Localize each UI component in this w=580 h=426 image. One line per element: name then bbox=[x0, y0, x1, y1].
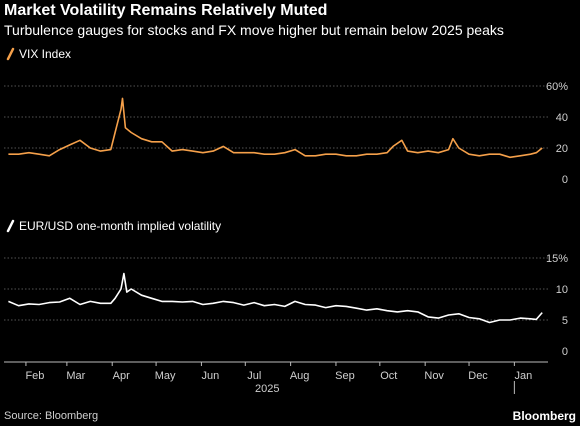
brand-logo-text: Bloomberg bbox=[512, 409, 576, 423]
x-tick-label: Jun bbox=[202, 370, 220, 382]
x-tick-label: Mar bbox=[66, 370, 85, 382]
chart-title: Market Volatility Remains Relatively Mut… bbox=[4, 2, 328, 19]
x-tick-label: Dec bbox=[468, 370, 488, 382]
vix-series-line bbox=[8, 97, 543, 159]
vix-y-tick-label: 0 bbox=[562, 174, 568, 186]
eurusd-legend-label: EUR/USD one-month implied volatility bbox=[19, 219, 221, 233]
eurusd-series-line bbox=[8, 272, 543, 324]
x-tick-label: May bbox=[155, 370, 176, 382]
vix-panel: VIX Index 0 20 40 60% bbox=[4, 47, 568, 186]
vix-legend-swatch bbox=[6, 47, 15, 61]
eurusd-legend-swatch bbox=[6, 219, 15, 233]
x-tick-label: Jul bbox=[247, 370, 261, 382]
x-year-label: 2025 bbox=[255, 383, 279, 395]
vix-y-tick-label: 60% bbox=[546, 81, 568, 93]
eurusd-legend: EUR/USD one-month implied volatility bbox=[6, 219, 221, 233]
chart-subtitle: Turbulence gauges for stocks and FX move… bbox=[4, 22, 504, 38]
vix-y-axis-labels: 0 20 40 60% bbox=[546, 81, 568, 186]
eurusd-y-tick-label: 0 bbox=[562, 346, 568, 358]
vix-y-tick-label: 40 bbox=[556, 112, 568, 124]
vix-legend: VIX Index bbox=[6, 47, 71, 61]
x-tick-label: Apr bbox=[113, 370, 130, 382]
eurusd-gridlines bbox=[4, 257, 548, 321]
x-tick-label: Jan bbox=[514, 370, 532, 382]
x-tick-label: Feb bbox=[25, 370, 44, 382]
eurusd-panel: EUR/USD one-month implied volatility 0 5 1… bbox=[4, 219, 568, 358]
eurusd-y-tick-label: 5 bbox=[562, 315, 568, 327]
eurusd-y-axis-labels: 0 5 10 15% bbox=[546, 253, 568, 358]
x-tick-label: Oct bbox=[380, 370, 397, 382]
vix-gridlines bbox=[4, 85, 548, 149]
source-note: Source: Bloomberg bbox=[4, 410, 99, 422]
x-tick-label: Nov bbox=[424, 370, 444, 382]
vix-legend-label: VIX Index bbox=[19, 47, 71, 61]
eurusd-y-tick-label: 15% bbox=[546, 253, 568, 265]
x-axis: Feb Mar Apr May Jun Jul Aug Sep Oct Nov Dec Jan 2025 bbox=[4, 361, 548, 395]
eurusd-y-tick-label: 10 bbox=[556, 284, 568, 296]
x-tick-label: Aug bbox=[290, 370, 310, 382]
vix-y-tick-label: 20 bbox=[556, 143, 568, 155]
x-tick-label: Sep bbox=[335, 370, 355, 382]
